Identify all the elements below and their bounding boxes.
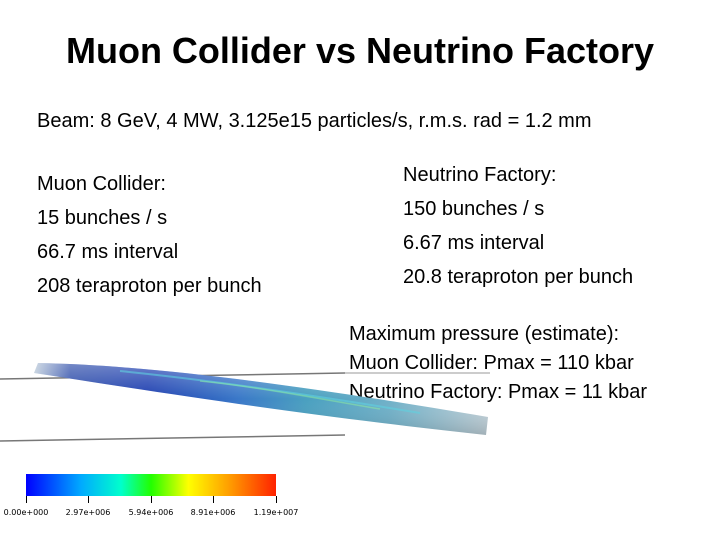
pressure-colorbar (26, 474, 276, 496)
colorbar-ticks (26, 496, 278, 504)
colorbar-label-4: 8.91e+006 (190, 508, 236, 517)
slide-title: Muon Collider vs Neutrino Factory (65, 30, 655, 71)
colorbar-tick (26, 496, 27, 503)
muon-collider-heading: Muon Collider: (37, 173, 166, 195)
colorbar-label-3: 5.94e+006 (128, 508, 174, 517)
neutrino-factory-protons: 20.8 teraproton per bunch (403, 266, 634, 288)
muon-collider-bunches: 15 bunches / s (37, 207, 168, 229)
colorbar-tick (88, 496, 89, 503)
colorbar-label-min: 0.00e+000 (3, 508, 49, 517)
colorbar-tick (276, 496, 277, 503)
muon-collider-protons: 208 teraproton per bunch (37, 275, 262, 297)
neutrino-factory-bunches: 150 bunches / s (403, 198, 545, 220)
pressure-neutrino-factory: Neutrino Factory: Pmax = 11 kbar (349, 381, 648, 403)
pressure-heading: Maximum pressure (estimate): (349, 323, 620, 345)
target-simulation-image (0, 363, 490, 442)
pressure-muon-collider: Muon Collider: Pmax = 110 kbar (349, 352, 634, 374)
colorbar-tick (213, 496, 214, 503)
pressure-block: Maximum pressure (estimate): Muon Collid… (349, 320, 647, 407)
colorbar-label-max: 1.19e+007 (253, 508, 299, 517)
muon-collider-interval: 66.7 ms interval (37, 241, 179, 263)
neutrino-factory-block: Neutrino Factory: 150 bunches / s 6.67 m… (403, 158, 633, 294)
muon-collider-block: Muon Collider: 15 bunches / s 66.7 ms in… (37, 167, 262, 303)
neutrino-factory-heading: Neutrino Factory: (403, 164, 557, 186)
neutrino-factory-interval: 6.67 ms interval (403, 232, 545, 254)
colorbar-tick (151, 496, 152, 503)
colorbar-label-2: 2.97e+006 (65, 508, 111, 517)
beam-parameters: Beam: 8 GeV, 4 MW, 3.125e15 particles/s,… (37, 110, 592, 132)
